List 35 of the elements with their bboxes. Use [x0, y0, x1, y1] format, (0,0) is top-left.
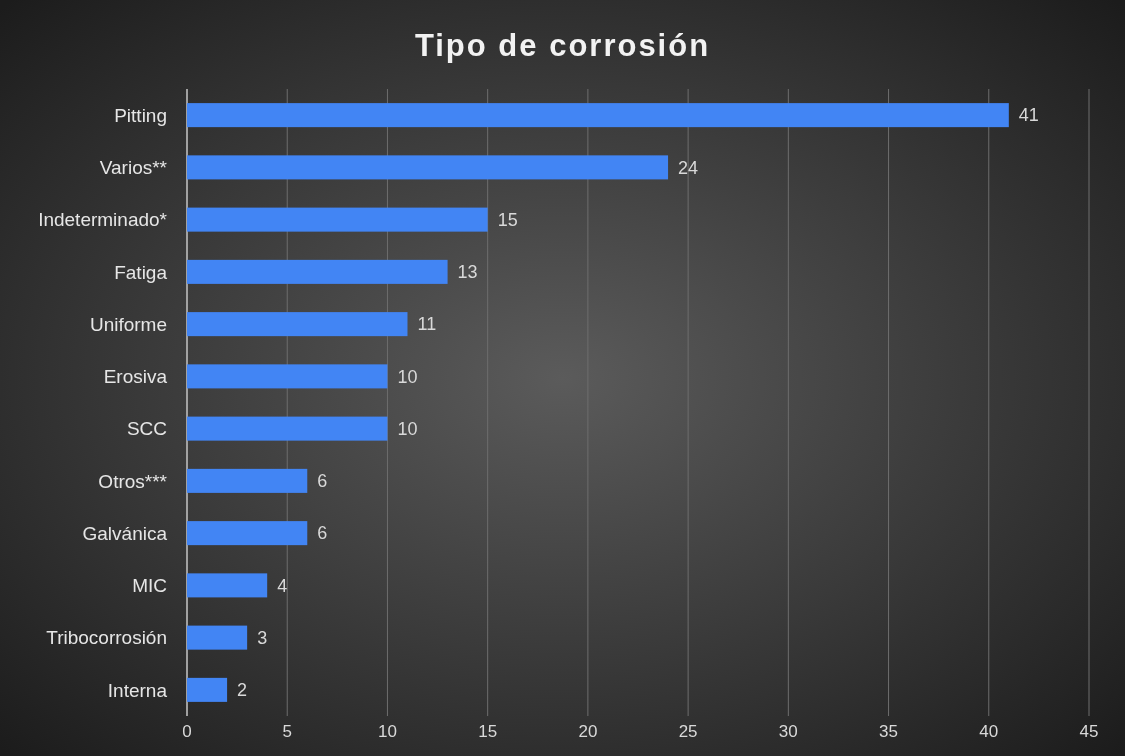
data-label: 15 — [497, 209, 518, 230]
data-label: 4 — [277, 575, 288, 596]
x-tick-label: 45 — [1079, 722, 1099, 741]
x-tick-label: 25 — [678, 722, 698, 741]
chart-title: Tipo de corrosión — [414, 28, 711, 63]
y-tick-label: Indeterminado* — [38, 209, 168, 231]
y-tick-label: MIC — [132, 575, 167, 597]
data-label: 6 — [317, 471, 328, 492]
data-label: 6 — [317, 523, 328, 544]
y-tick-label: Otros*** — [98, 470, 168, 492]
x-tick-label: 20 — [578, 722, 598, 741]
data-label: 3 — [257, 627, 268, 648]
y-tick-label: Varios** — [99, 157, 168, 179]
y-tick-label: Erosiva — [103, 366, 168, 388]
x-tick-label: 30 — [778, 722, 798, 741]
x-tick-label: 35 — [879, 722, 899, 741]
y-tick-label: Interna — [107, 679, 168, 701]
x-tick-label: 15 — [478, 722, 498, 741]
x-tick-label: 40 — [979, 722, 999, 741]
data-label: 10 — [397, 366, 418, 387]
data-label: 13 — [457, 262, 478, 283]
data-label: 10 — [397, 418, 418, 439]
data-label: 2 — [237, 680, 248, 701]
y-tick-label: Tribocorrosión — [46, 627, 167, 649]
y-tick-label: SCC — [126, 418, 167, 440]
y-tick-label: Uniforme — [89, 313, 167, 335]
x-tick-label: 5 — [282, 722, 292, 741]
x-tick-label: 0 — [182, 722, 192, 741]
data-label: 24 — [678, 157, 699, 178]
x-tick-label: 10 — [377, 722, 397, 741]
data-label: 41 — [1018, 105, 1039, 126]
y-tick-label: Fatiga — [114, 261, 168, 283]
y-tick-label: Galvánica — [82, 522, 168, 544]
y-tick-label: Pitting — [114, 104, 167, 126]
data-label: 11 — [417, 314, 437, 335]
